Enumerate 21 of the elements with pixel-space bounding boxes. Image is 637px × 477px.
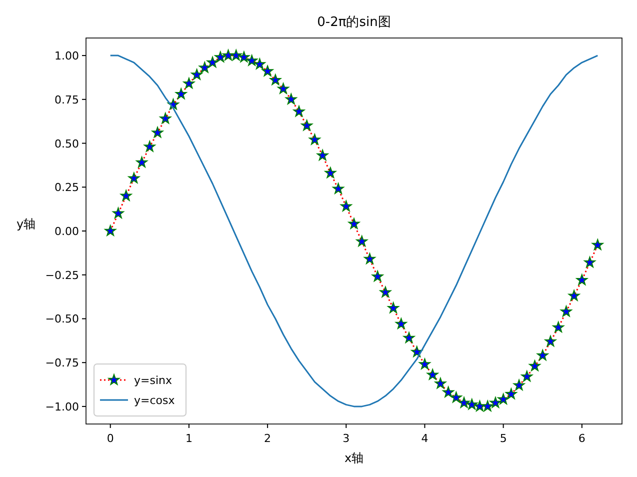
y-tick-label: −0.25	[45, 268, 79, 282]
x-tick-label: 5	[500, 432, 507, 445]
y-tick-label: 0.75	[54, 93, 79, 106]
x-tick-label: 6	[578, 432, 586, 445]
y-tick-label: 0.25	[54, 181, 79, 194]
y-tick-label: −0.75	[45, 356, 79, 370]
x-axis-title: x轴	[344, 451, 364, 465]
x-tick-label: 2	[264, 432, 272, 445]
y-tick-label: 0.50	[54, 137, 79, 150]
y-axis-title: y轴	[16, 217, 36, 231]
y-tick-label: −1.00	[45, 400, 79, 414]
y-tick-label: 0.00	[54, 225, 79, 238]
x-tick-label: 1	[185, 432, 192, 445]
x-tick-label: 3	[342, 432, 350, 445]
x-tick-label: 0	[106, 432, 114, 445]
y-tick-label: −0.50	[45, 312, 79, 326]
x-tick-label: 4	[421, 432, 428, 445]
legend-label: y=cosx	[134, 394, 176, 407]
chart-title: 0-2π的sin图	[317, 15, 391, 30]
legend-label: y=sinx	[134, 374, 172, 387]
y-tick-label: 1.00	[54, 50, 79, 63]
